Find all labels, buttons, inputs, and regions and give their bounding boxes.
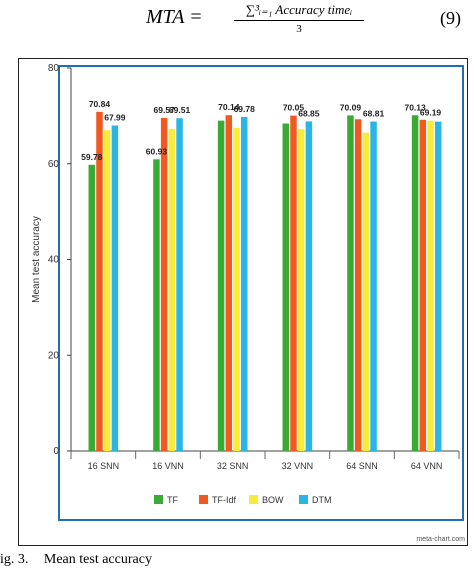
equation-denominator: 3 [296,23,302,35]
figure-caption: ig. 3. Mean test accuracy [0,552,152,568]
bar-tf-idf [160,117,168,451]
bar-bow [233,127,240,451]
watermark: meta-chart.com [416,536,465,543]
data-label: 67.99 [104,112,126,122]
data-label: 69.51 [169,105,191,115]
plot-border [58,65,464,521]
legend-swatch [199,495,208,504]
data-label: 70.14 [218,102,240,112]
bar-chart: 0 20 40 60 80 Mean test accuracy 16 SNN 16 VNN 3… [31,63,465,543]
x-tick-label: 16 VNN [152,461,184,471]
y-tick-label: 60 [48,159,60,170]
bar-bow [103,130,111,452]
legend-label: DTM [312,495,332,505]
equation-fraction: ∑³ᵢ₌₁ Accuracy timeᵢ 3 [234,2,364,35]
data-label: 70.84 [89,99,111,109]
data-label: 68.81 [363,109,385,119]
data-label: 69.57 [154,105,176,115]
bar-dtm [305,121,313,452]
bar-tf [282,123,290,451]
chart-frame: 0 20 40 60 80 Mean test accuracy 16 SNN 16 VNN 3… [18,58,468,546]
x-tick-label: 32 VNN [282,461,314,471]
bar-tf [411,115,419,451]
bar-dtm [434,121,442,451]
x-tick-label: 64 SNN [346,461,378,471]
x-tick-label: 32 SNN [217,461,249,471]
data-label: 69.19 [420,108,442,118]
bar-bow [297,129,305,451]
caption-label: ig. 3. [0,552,29,567]
equation-numerator: ∑³ᵢ₌₁ Accuracy timeᵢ [234,2,364,21]
x-tick-label: 64 VNN [411,461,443,471]
bar-tf-idf [419,119,427,452]
legend-label: BOW [262,495,284,505]
data-label: 70.05 [283,103,305,113]
y-tick-label: 20 [48,350,60,361]
bar-bow [362,132,370,451]
caption-text: Mean test accuracy [43,552,152,567]
x-tick-label: 16 SNN [88,461,120,471]
equation-lhs: MTA = [146,6,203,28]
bar-dtm [240,116,248,451]
legend-swatch [154,495,163,504]
legend-label: TF [167,495,178,505]
legend-swatch [249,495,258,504]
bar-bow [427,120,434,451]
data-label: 70.09 [340,102,362,112]
data-label: 70.13 [404,102,426,112]
bar-tf-idf [354,119,362,451]
bar-tf [88,164,96,451]
legend-swatch [299,495,308,504]
bar-dtm [370,121,377,451]
bar-tf-idf [96,111,103,451]
equation-number: (9) [440,8,461,28]
bar-tf-idf [225,115,233,452]
data-label: 60.93 [146,146,168,156]
data-label: 59.78 [81,152,103,162]
y-tick-label: 80 [48,63,60,74]
y-tick-label: 0 [53,446,59,457]
bar-tf [217,120,225,451]
data-label: 69.78 [234,104,256,114]
bar-dtm [111,125,119,452]
bar-dtm [176,118,183,451]
bar-tf [347,115,354,451]
y-tick-label: 40 [48,255,60,266]
bar-tf-idf [290,115,297,451]
y-axis-title: Mean test accuracy [31,216,42,303]
bar-bow [168,128,176,451]
legend-label: TF-Idf [212,495,236,505]
data-label: 68.85 [298,108,320,118]
equation: MTA = ∑³ᵢ₌₁ Accuracy timeᵢ 3 (9) [0,0,474,46]
bar-tf [153,159,160,452]
